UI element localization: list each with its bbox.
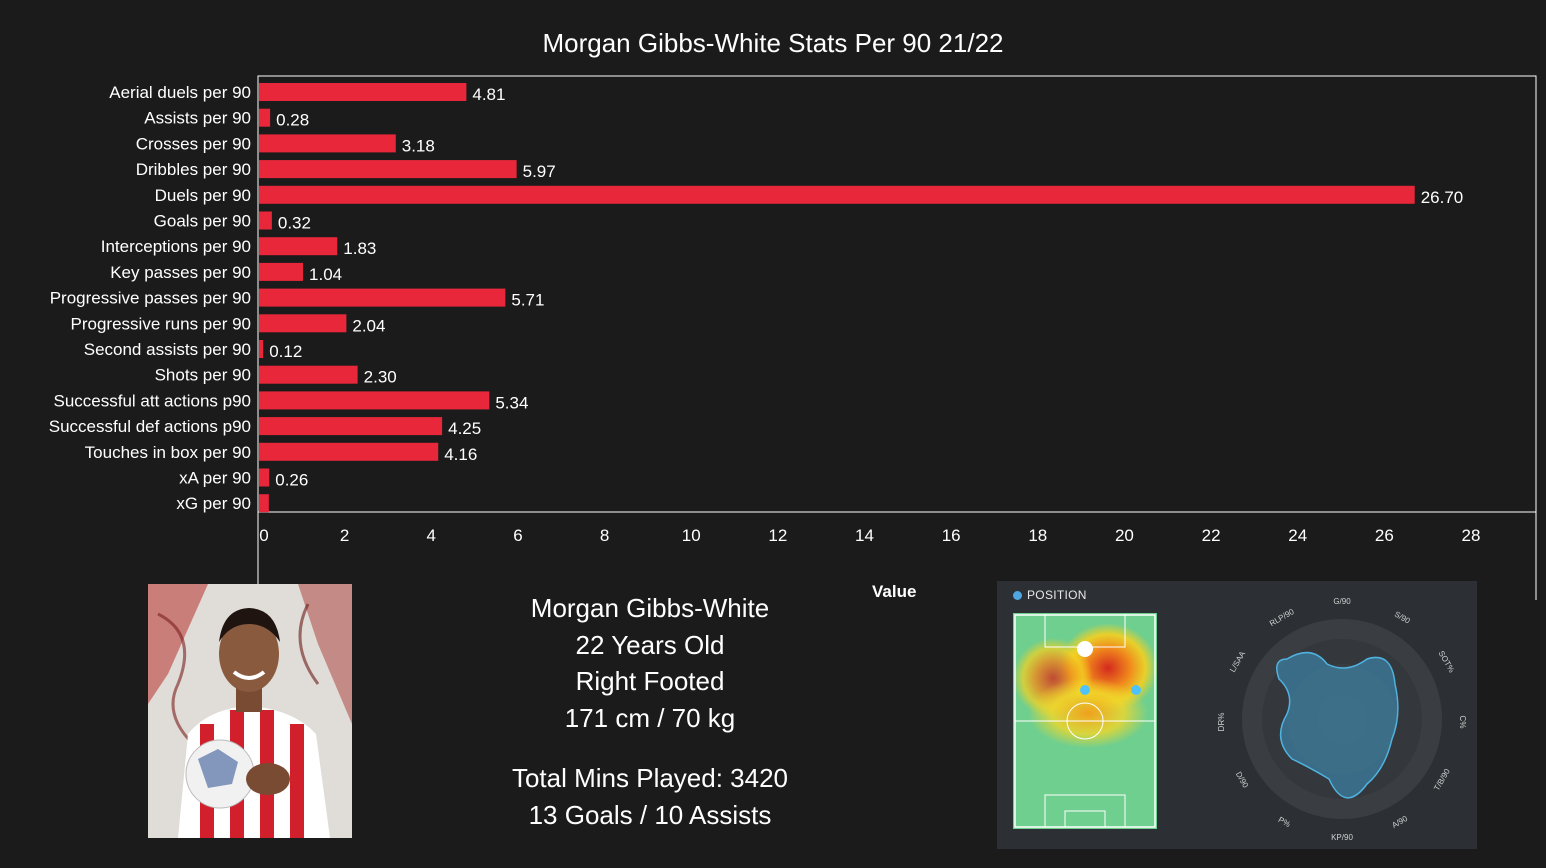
data-label: 1.04: [309, 265, 342, 284]
radar-axis-label: S/90: [1393, 610, 1412, 626]
radar-axis-label: D/90: [1234, 770, 1251, 790]
radar-chart: G/90 S/90 SOT% C% T/B/90 A/90 KP/90 P% D/90 DR% L/…: [1217, 597, 1467, 842]
radar-axis-label: KP/90: [1331, 833, 1353, 842]
x-tick-label: 0: [259, 526, 268, 545]
player-minutes: Total Mins Played: 3420: [511, 763, 789, 793]
data-label: 1.83: [343, 239, 376, 258]
x-tick-label: 2: [340, 526, 349, 545]
bar: [259, 314, 347, 333]
bar: [259, 83, 467, 101]
category-label: Touches in box per 90: [85, 443, 251, 462]
player-photo: [148, 584, 352, 838]
x-tick-label: 14: [855, 526, 874, 545]
position-heatmap: [1013, 613, 1157, 829]
data-label: 4.16: [444, 445, 477, 464]
x-tick-label: 8: [600, 526, 609, 545]
position-panel: POSITION G/90 S/90 SOT: [997, 581, 1477, 849]
category-label: Progressive runs per 90: [71, 314, 251, 333]
position-title: POSITION: [1013, 588, 1087, 602]
category-label: Second assists per 90: [84, 340, 251, 359]
bar: [259, 108, 271, 127]
category-label: Successful def actions p90: [49, 417, 251, 436]
bar: [259, 494, 269, 513]
x-tick-label: 22: [1202, 526, 1221, 545]
x-tick-label: 12: [768, 526, 787, 545]
bar: [259, 262, 304, 281]
radar-shape: [1276, 651, 1399, 799]
bar: [259, 417, 443, 436]
data-label: 0.26: [275, 471, 308, 490]
x-axis-label: Value: [872, 582, 917, 601]
data-label: 0.28: [276, 111, 309, 130]
x-tick-label: 28: [1462, 526, 1481, 545]
radar-axis-label: T/B/90: [1432, 767, 1452, 792]
x-tick-label: 26: [1375, 526, 1394, 545]
category-label: Progressive passes per 90: [50, 289, 251, 308]
data-label: 0.32: [278, 214, 311, 233]
bar: [259, 211, 272, 230]
secondary-position-dot: [1080, 685, 1090, 695]
position-icon: [1013, 591, 1022, 600]
category-label: Key passes per 90: [110, 263, 251, 282]
category-label: xG per 90: [176, 494, 251, 513]
category-label: Duels per 90: [155, 186, 251, 205]
bar: [259, 288, 506, 307]
bar: [259, 134, 396, 153]
radar-axis-label: RLP/90: [1268, 607, 1296, 628]
data-label: 5.34: [495, 393, 528, 412]
data-label: 2.04: [352, 316, 385, 335]
data-label: 26.70: [1421, 188, 1464, 207]
category-label: xA per 90: [179, 469, 251, 488]
radar-axis-label: G/90: [1333, 597, 1351, 606]
category-label: Crosses per 90: [136, 134, 251, 153]
player-age: 22 Years Old: [575, 629, 725, 660]
radar-axis-label: L/SAA: [1228, 649, 1247, 674]
radar-axis-label: DR%: [1217, 713, 1226, 732]
player-info: Morgan Gibbs-White 22 Years Old Right Fo…: [470, 590, 830, 833]
data-label: 4.81: [472, 85, 505, 104]
radar-axis-label: A/90: [1390, 814, 1409, 830]
data-label: 2.30: [364, 368, 397, 387]
category-label: Successful att actions p90: [53, 391, 251, 410]
bar: [259, 391, 490, 410]
bar: [259, 340, 264, 358]
x-tick-label: 10: [682, 526, 701, 545]
bar-chart: Aerial duels per 90 4.81 Assists per 90 0.2…: [49, 75, 1537, 600]
x-tick-label: 20: [1115, 526, 1134, 545]
radar-axis-label: C%: [1458, 716, 1467, 729]
secondary-position-dot: [1131, 685, 1141, 695]
x-tick-label: 18: [1028, 526, 1047, 545]
data-label: 5.71: [511, 291, 544, 310]
category-label: Interceptions per 90: [101, 237, 251, 256]
bar: [259, 365, 358, 384]
player-name: Morgan Gibbs-White: [530, 593, 770, 623]
bar: [259, 160, 517, 179]
radar-axis-label: P%: [1277, 815, 1292, 829]
x-tick-label: 4: [427, 526, 436, 545]
player-foot: Right Footed: [575, 666, 725, 696]
bar: [259, 237, 338, 256]
x-tick-label: 24: [1288, 526, 1307, 545]
bar: [259, 442, 439, 461]
radar-axis-label: SOT%: [1437, 649, 1457, 674]
bar: [259, 468, 270, 487]
primary-position-dot: [1077, 641, 1093, 657]
chart-title: Morgan Gibbs-White Stats Per 90 21/22: [542, 28, 1004, 58]
data-label: 3.18: [402, 136, 435, 155]
category-label: Aerial duels per 90: [109, 83, 251, 102]
category-label: Goals per 90: [154, 212, 251, 231]
data-label: 0.12: [269, 342, 302, 361]
player-goals-assists: 13 Goals / 10 Assists: [528, 799, 772, 830]
category-label: Dribbles per 90: [136, 160, 251, 179]
x-tick-label: 16: [942, 526, 961, 545]
x-tick-label: 6: [513, 526, 522, 545]
player-build: 171 cm / 70 kg: [564, 702, 736, 733]
category-label: Shots per 90: [155, 366, 251, 385]
data-label: 5.97: [523, 162, 556, 181]
data-label: 4.25: [448, 419, 481, 438]
category-label: Assists per 90: [144, 109, 251, 128]
bar: [259, 185, 1415, 204]
